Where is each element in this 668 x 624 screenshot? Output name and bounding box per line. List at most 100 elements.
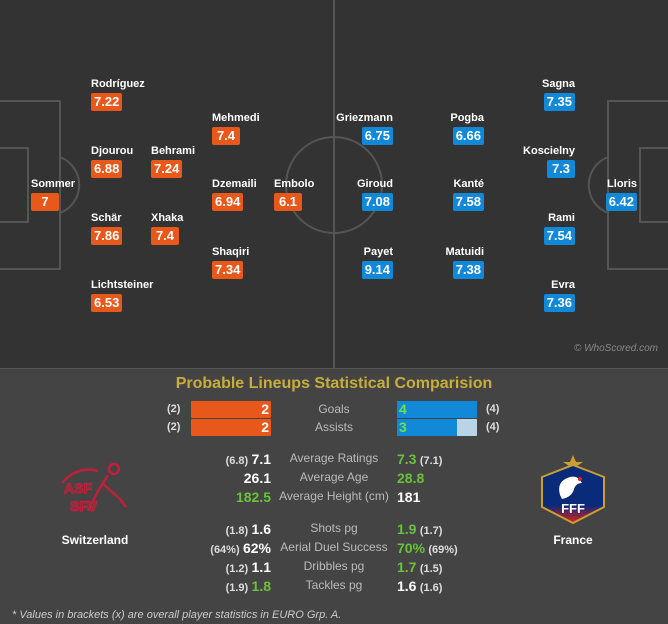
home-value: 26.1 [243, 470, 271, 486]
player-name: Sommer [31, 178, 76, 190]
player-france[interactable]: Evra 7.36 [543, 278, 575, 312]
player-name: Behrami [151, 145, 196, 157]
stat-row: (1.8) 1.6 Shots pg 1.9 (1.7) [0, 521, 668, 539]
svg-text:SFV: SFV [70, 498, 98, 514]
away-goals-bar: 4 [397, 401, 477, 418]
away-goals-value: 4 [399, 401, 407, 417]
player-name: Rami [548, 212, 575, 224]
player-switzerland[interactable]: Dzemaili 6.94 [212, 177, 257, 211]
player-name: Pogba [450, 112, 484, 124]
away-overall: (69%) [428, 544, 458, 556]
player-france[interactable]: Kanté 7.58 [452, 177, 484, 211]
player-name: Matuidi [445, 246, 485, 258]
player-name: Embolo [274, 178, 315, 190]
player-name: Shaqiri [212, 246, 250, 258]
player-switzerland[interactable]: Mehmedi 7.4 [212, 111, 260, 145]
player-rating: 6.88 [91, 160, 123, 178]
player-rating: 7.36 [543, 294, 575, 312]
player-france[interactable]: Griezmann 6.75 [336, 111, 393, 145]
home-value: 62% [242, 540, 271, 556]
player-rating: 6.66 [452, 127, 484, 145]
home-value: 7.1 [251, 451, 271, 467]
away-overall: (1.5) [419, 563, 443, 575]
away-value: 28.8 [397, 470, 425, 486]
player-rating: 9.14 [361, 261, 393, 279]
stat-row: (6.8) 7.1 Average Ratings 7.3 (7.1) [0, 451, 668, 469]
assists-label: Assists [314, 420, 353, 434]
player-rating: 7.34 [212, 261, 244, 279]
home-overall: (6.8) [225, 455, 249, 467]
player-name: Mehmedi [212, 112, 260, 124]
player-france[interactable]: Pogba 6.66 [450, 111, 484, 145]
away-assists-overall: (4) [486, 421, 500, 433]
player-rating: 7.86 [91, 227, 123, 245]
stat-label: Shots pg [310, 521, 358, 535]
home-value: 1.1 [251, 559, 271, 575]
player-france[interactable]: Sagna 7.35 [542, 77, 575, 111]
player-name: Xhaka [151, 212, 184, 224]
player-switzerland[interactable]: Embolo 6.1 [274, 177, 314, 211]
svg-text:FFF: FFF [561, 501, 585, 516]
stat-label: Average Ratings [289, 451, 379, 465]
stat-row: 26.1 Average Age 28.8 [0, 470, 668, 488]
home-goals-overall: (2) [167, 403, 181, 415]
player-rating: 7.22 [91, 93, 123, 111]
player-switzerland[interactable]: Djourou 6.88 [91, 144, 133, 178]
away-logo: FFF [538, 453, 608, 530]
player-rating: 7.24 [151, 160, 183, 178]
away-value: 181 [397, 489, 421, 505]
player-switzerland[interactable]: Shaqiri 7.34 [212, 245, 249, 279]
player-rating: 7 [31, 193, 59, 211]
stat-row: 182.5 Average Height (cm) 181 [0, 489, 668, 507]
stat-label: Tackles pg [305, 578, 363, 592]
player-name: Lloris [607, 178, 637, 190]
home-goals-bar: 2 [191, 401, 271, 418]
player-switzerland[interactable]: Sommer 7 [31, 177, 75, 211]
home-logo: ASF SFV [58, 461, 130, 522]
away-assists-value: 3 [399, 419, 407, 435]
player-france[interactable]: Payet 9.14 [361, 245, 393, 279]
player-france[interactable]: Rami 7.54 [543, 211, 575, 245]
stat-row: (1.2) 1.1 Dribbles pg 1.7 (1.5) [0, 559, 668, 577]
stat-label: Average Height (cm) [279, 489, 389, 503]
away-assists-bar: 3 [397, 419, 477, 436]
player-name: Kanté [453, 178, 484, 190]
stat-label: Dribbles pg [303, 559, 365, 573]
player-switzerland[interactable]: Behrami 7.24 [151, 144, 195, 178]
stat-row: (1.9) 1.8 Tackles pg 1.6 (1.6) [0, 578, 668, 596]
home-overall: (1.8) [225, 525, 249, 537]
player-name: Djourou [91, 145, 134, 157]
away-value: 70% [397, 540, 426, 556]
player-name: Evra [551, 279, 575, 291]
pitch-lines [0, 0, 668, 368]
player-switzerland[interactable]: Xhaka 7.4 [151, 211, 183, 245]
player-switzerland[interactable]: Schär 7.86 [91, 211, 123, 245]
player-name: Lichtsteiner [91, 279, 154, 291]
player-france[interactable]: Koscielny 7.3 [523, 144, 575, 178]
player-rating: 7.58 [452, 193, 484, 211]
copyright: © WhoScored.com [573, 343, 658, 354]
player-name: Giroud [356, 178, 393, 190]
away-team-name: France [553, 533, 593, 547]
player-rating: 7.35 [543, 93, 575, 111]
away-overall: (7.1) [419, 455, 443, 467]
player-switzerland[interactable]: Rodríguez 7.22 [91, 77, 145, 111]
player-switzerland[interactable]: Lichtsteiner 6.53 [91, 278, 153, 312]
player-name: Koscielny [523, 145, 575, 157]
player-rating: 6.42 [605, 193, 637, 211]
player-name: Griezmann [336, 112, 393, 124]
player-france[interactable]: Matuidi 7.38 [445, 245, 485, 279]
player-name: Schär [91, 212, 122, 224]
footnote: * Values in brackets (x) are overall pla… [12, 609, 342, 621]
player-france[interactable]: Giroud 7.08 [357, 177, 393, 211]
player-name: Payet [363, 246, 393, 258]
player-rating: 7.38 [452, 261, 484, 279]
comparison-title: Probable Lineups Statistical Comparision [175, 375, 493, 392]
player-france[interactable]: Lloris 6.42 [605, 177, 637, 211]
home-assists-overall: (2) [167, 421, 181, 433]
home-value: 1.6 [251, 521, 271, 537]
stat-label: Average Age [299, 470, 369, 484]
home-assists-bar: 2 [191, 419, 271, 436]
player-name: Sagna [541, 78, 575, 90]
away-overall: (1.7) [419, 525, 443, 537]
